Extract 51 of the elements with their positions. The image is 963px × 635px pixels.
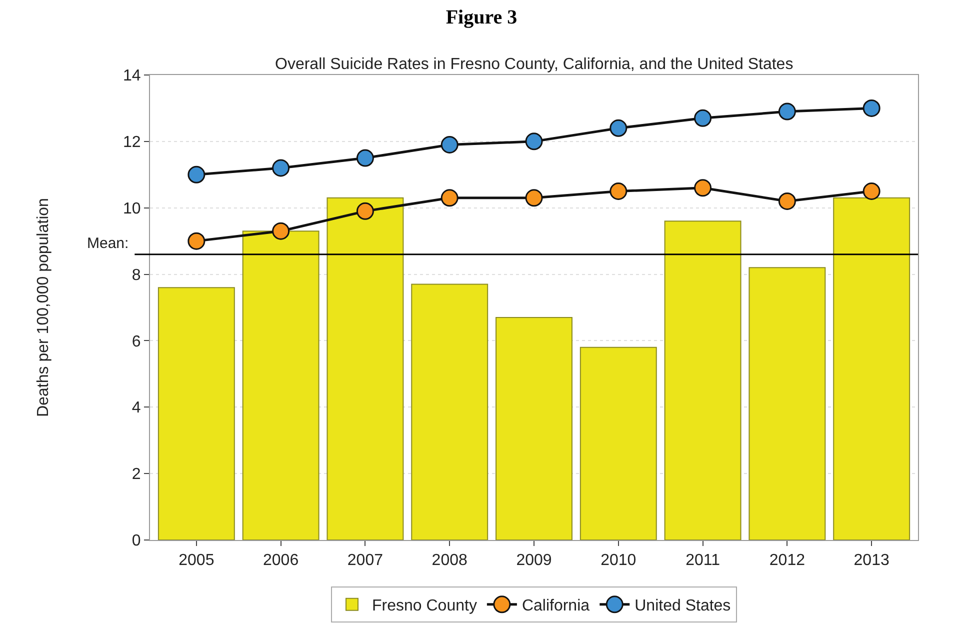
bar <box>326 197 404 540</box>
y-tick-label: 10 <box>123 200 141 218</box>
x-tick-label: 2005 <box>178 552 214 570</box>
bar <box>833 197 910 540</box>
bar <box>158 287 235 540</box>
y-tick-label: 6 <box>132 333 141 350</box>
x-tick-label: 2009 <box>516 552 552 570</box>
y-tick-label: 8 <box>132 266 141 284</box>
y-tick-label: 4 <box>132 400 141 417</box>
y-tick-label: 0 <box>132 532 141 550</box>
point <box>440 189 458 207</box>
bar <box>664 220 742 540</box>
bar <box>496 316 572 540</box>
x-tick-label: 2013 <box>854 552 890 570</box>
point <box>272 159 290 177</box>
y-tick-label: 12 <box>123 134 141 152</box>
ref-line-label: Mean: <box>87 235 129 252</box>
chart-title: Figure 3 <box>446 6 518 29</box>
bar <box>748 267 826 540</box>
point <box>862 182 880 200</box>
x-tick-label: 2007 <box>347 552 384 570</box>
y-tick-label: 2 <box>132 466 141 484</box>
point <box>188 232 206 250</box>
bar <box>411 284 488 540</box>
x-tick-label: 2006 <box>263 552 299 570</box>
point <box>356 149 374 167</box>
point <box>694 109 712 127</box>
y-tick-label: 14 <box>123 68 141 85</box>
point <box>356 202 374 220</box>
bar <box>242 230 320 540</box>
point <box>525 189 543 207</box>
x-tick-label: 2010 <box>600 552 636 570</box>
y-axis-title: Deaths per 100,000 population <box>34 198 52 417</box>
legend-label: California <box>522 598 590 615</box>
point <box>272 222 290 240</box>
point <box>440 136 458 154</box>
x-tick-label: 2008 <box>432 552 468 570</box>
point <box>778 102 796 120</box>
legend-label: Fresno County <box>372 598 477 615</box>
point <box>525 132 543 150</box>
x-tick-label: 2011 <box>686 552 720 570</box>
point <box>610 119 628 137</box>
point <box>694 179 712 197</box>
legend-label: United States <box>634 598 731 615</box>
point <box>610 182 628 200</box>
point <box>188 166 206 184</box>
chart-subtitle: Overall Suicide Rates in Fresno County, California, and the United States <box>275 56 794 73</box>
x-tick-label: 2012 <box>769 552 806 570</box>
bar <box>580 346 657 540</box>
point <box>778 192 796 210</box>
point <box>862 99 880 117</box>
